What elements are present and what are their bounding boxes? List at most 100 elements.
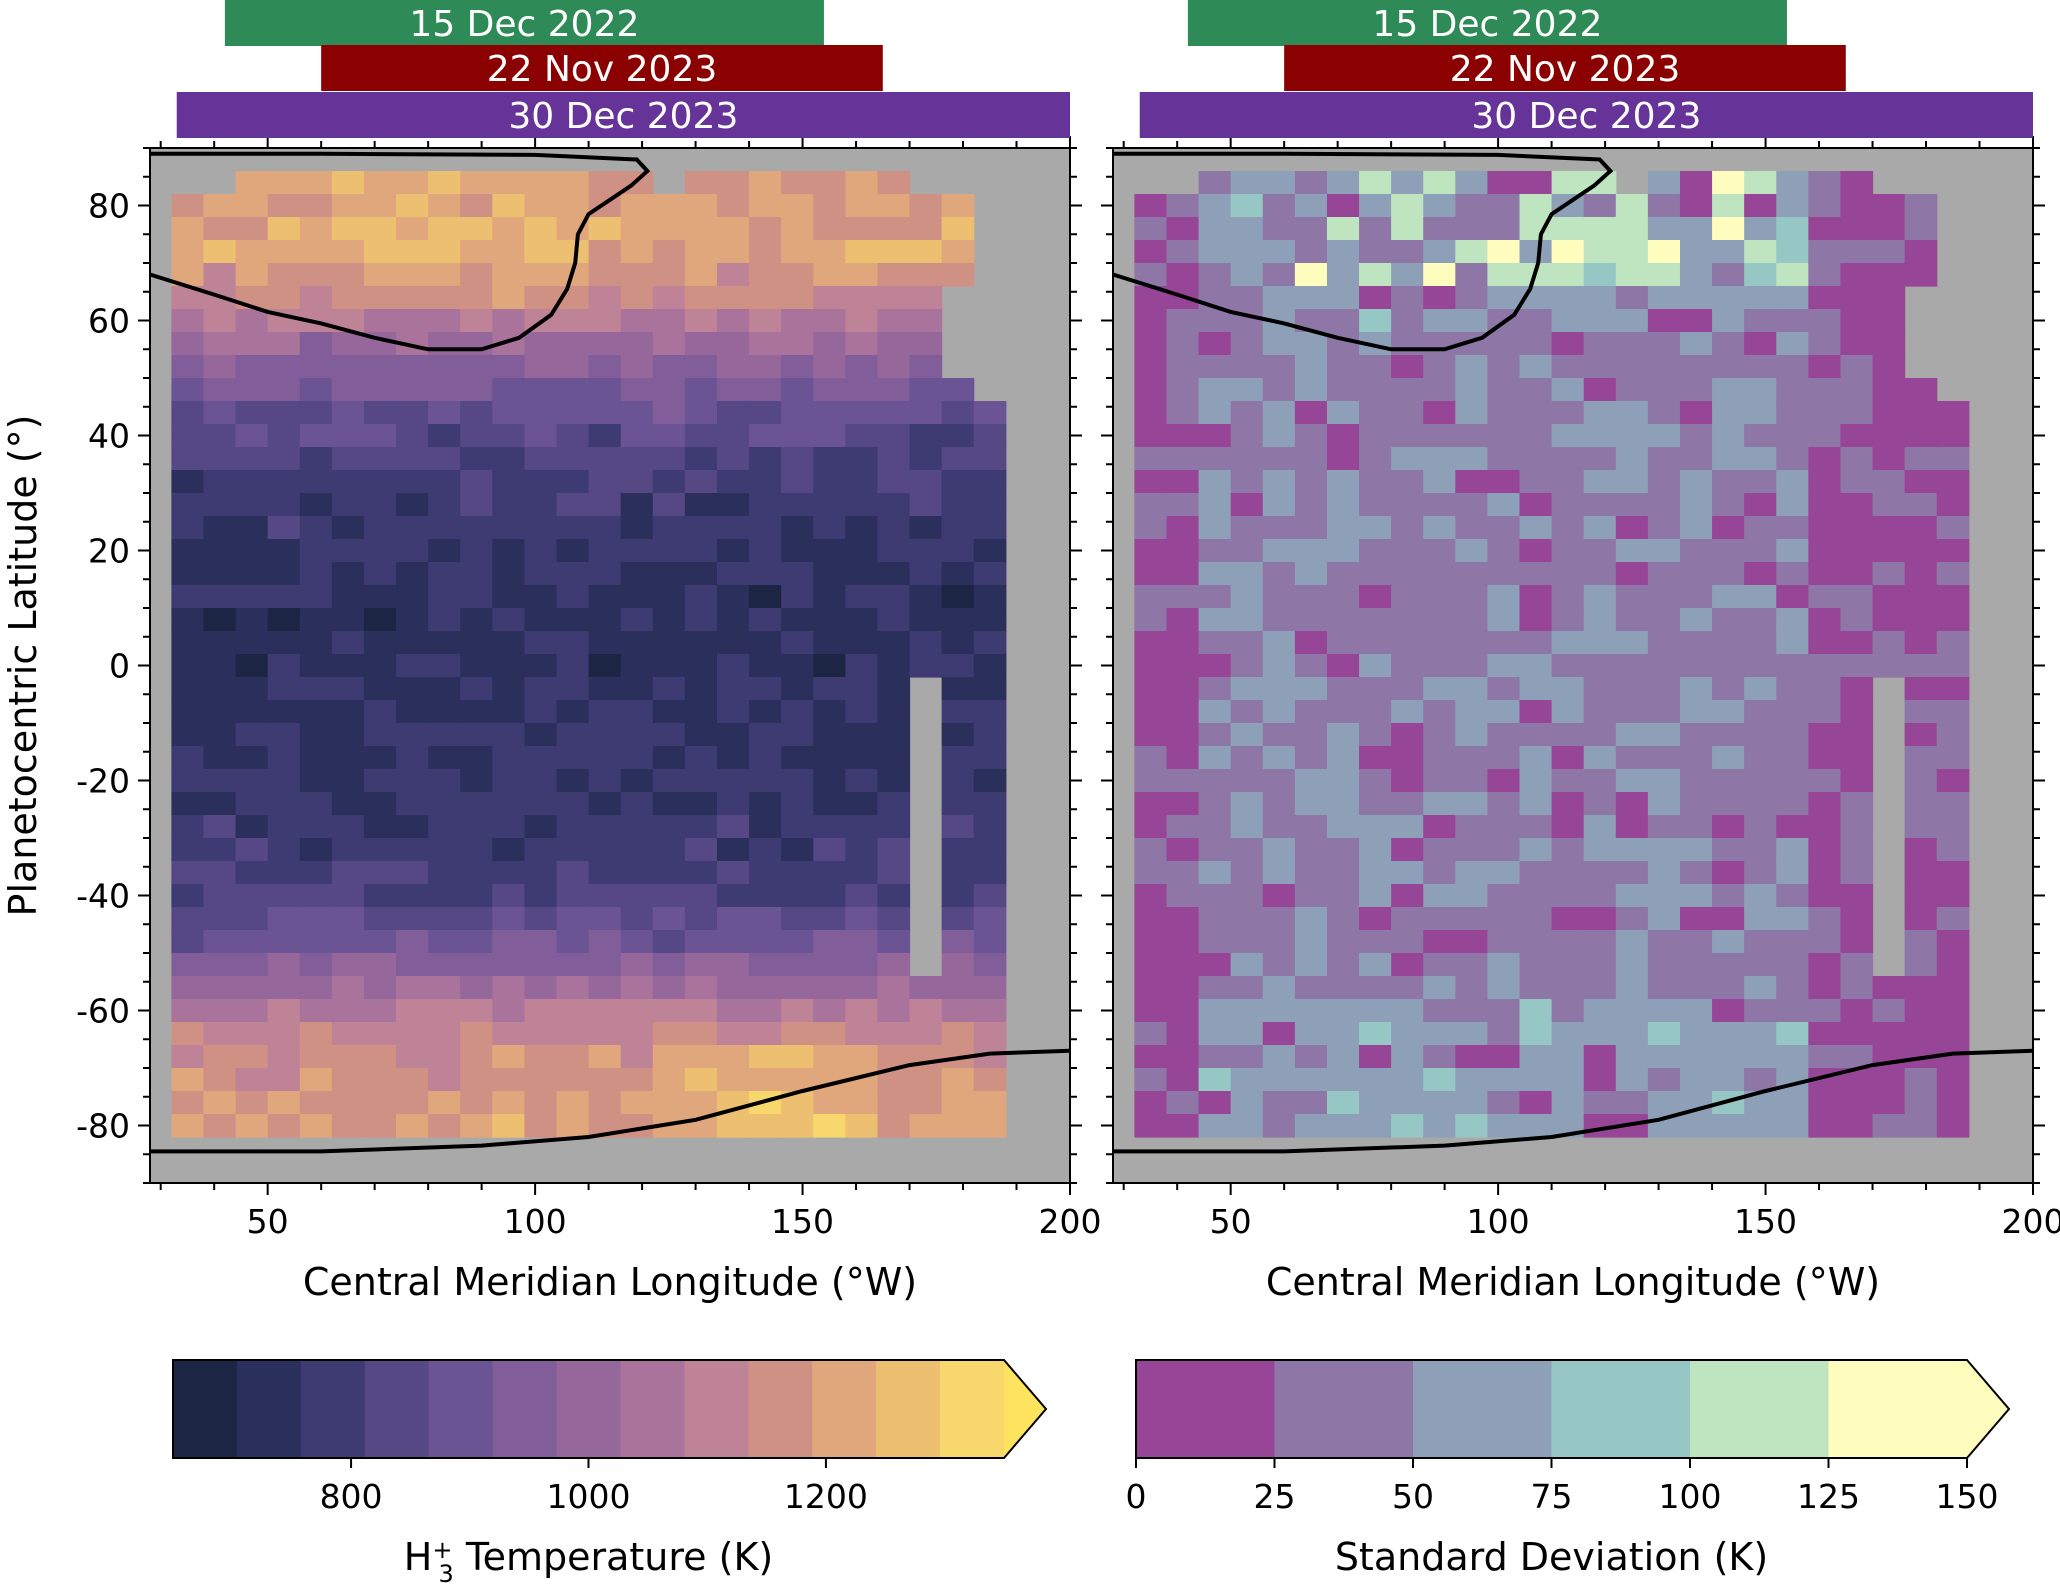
heatmap-cell: [1744, 355, 1777, 379]
heatmap-cell: [877, 976, 911, 1000]
heatmap-cell: [1230, 631, 1264, 655]
heatmap-cell: [1936, 884, 1970, 908]
heatmap-cell: [1712, 976, 1745, 1000]
heatmap-cell: [1776, 631, 1809, 655]
heatmap-cell: [1134, 194, 1168, 218]
heatmap-cell: [652, 907, 686, 931]
heatmap-cell: [1712, 838, 1745, 862]
heatmap-cell: [1872, 516, 1906, 540]
heatmap-cell: [1519, 470, 1553, 494]
heatmap-cell: [877, 217, 911, 241]
heatmap-cell: [1166, 884, 1200, 908]
heatmap-cell: [1904, 953, 1938, 977]
heatmap-cell: [1615, 792, 1649, 816]
heatmap-cell: [396, 907, 429, 931]
heatmap-cell: [973, 493, 1007, 517]
heatmap-cell: [267, 424, 301, 448]
heatmap-cell: [1712, 217, 1745, 241]
heatmap-cell: [1166, 1114, 1200, 1138]
heatmap-cell: [749, 516, 782, 540]
heatmap-cell: [1294, 240, 1328, 264]
heatmap-cell: [877, 792, 911, 816]
heatmap-cell: [171, 746, 205, 770]
heatmap-cell: [524, 401, 558, 425]
heatmap-cell: [973, 539, 1007, 563]
heatmap-cell: [396, 401, 429, 425]
heatmap-cell: [1166, 1045, 1200, 1069]
heatmap-cell: [331, 332, 365, 356]
heatmap-cell: [1487, 171, 1521, 195]
heatmap-cell: [684, 631, 718, 655]
heatmap-cell: [267, 378, 301, 402]
heatmap-cell: [1519, 355, 1553, 379]
heatmap-cell: [267, 700, 301, 724]
heatmap-cell: [203, 424, 237, 448]
heatmap-cell: [781, 171, 814, 195]
heatmap-cell: [1455, 309, 1489, 333]
heatmap-cell: [1808, 700, 1842, 724]
heatmap-cell: [1712, 355, 1745, 379]
heatmap-cell: [781, 677, 814, 701]
heatmap-cell: [235, 401, 269, 425]
heatmap-cell: [1230, 1022, 1264, 1046]
heatmap-cell: [460, 999, 493, 1023]
heatmap-cell: [588, 930, 622, 954]
heatmap-cell: [877, 493, 911, 517]
heatmap-cell: [267, 838, 301, 862]
heatmap-cell: [652, 470, 686, 494]
heatmap-cell: [652, 792, 686, 816]
heatmap-cell: [1712, 194, 1745, 218]
heatmap-cell: [1583, 401, 1617, 425]
heatmap-cell: [1551, 907, 1585, 931]
heatmap-cell: [1326, 585, 1360, 609]
heatmap-cell: [460, 378, 493, 402]
heatmap-cell: [749, 1068, 782, 1092]
heatmap-cell: [588, 171, 622, 195]
heatmap-cell: [299, 631, 333, 655]
heatmap-cell: [1936, 585, 1970, 609]
heatmap-cell: [203, 930, 237, 954]
heatmap-cell: [1551, 1022, 1585, 1046]
heatmap-cell: [1230, 930, 1264, 954]
heatmap-cell: [331, 1091, 365, 1115]
heatmap-cell: [941, 470, 975, 494]
heatmap-cell: [1230, 608, 1264, 632]
heatmap-cell: [749, 355, 782, 379]
heatmap-cell: [299, 1114, 333, 1138]
heatmap-cell: [1487, 792, 1521, 816]
heatmap-cell: [492, 769, 526, 793]
heatmap-cell: [1776, 217, 1809, 241]
heatmap-cell: [1326, 608, 1360, 632]
heatmap-cell: [1262, 493, 1296, 517]
heatmap-cell: [1744, 309, 1777, 333]
heatmap-cell: [492, 378, 526, 402]
heatmap-cell: [909, 424, 943, 448]
heatmap-cell: [331, 240, 365, 264]
heatmap-cell: [1583, 976, 1617, 1000]
heatmap-cell: [1294, 677, 1328, 701]
heatmap-cell: [363, 286, 397, 310]
heatmap-cell: [1391, 217, 1424, 241]
heatmap-cell: [1166, 930, 1200, 954]
heatmap-cell: [203, 447, 237, 471]
heatmap-cell: [1647, 332, 1681, 356]
heatmap-cell: [363, 976, 397, 1000]
heatmap-cell: [973, 1091, 1007, 1115]
heatmap-cell: [1391, 700, 1424, 724]
heatmap-cell: [1423, 792, 1456, 816]
heatmap-cell: [1423, 861, 1456, 885]
heatmap-cell: [1487, 700, 1521, 724]
heatmap-cell: [1134, 539, 1168, 563]
heatmap-cell: [1808, 1022, 1842, 1046]
heatmap-cell: [1134, 999, 1168, 1023]
heatmap-cell: [1391, 1045, 1424, 1069]
heatmap-cell: [1840, 1022, 1874, 1046]
heatmap-cell: [363, 562, 397, 586]
heatmap-cell: [556, 976, 590, 1000]
heatmap-cell: [1872, 654, 1906, 678]
heatmap-cell: [1230, 539, 1264, 563]
heatmap-cell: [652, 1022, 686, 1046]
heatmap-cell: [235, 217, 269, 241]
heatmap-cell: [299, 769, 333, 793]
